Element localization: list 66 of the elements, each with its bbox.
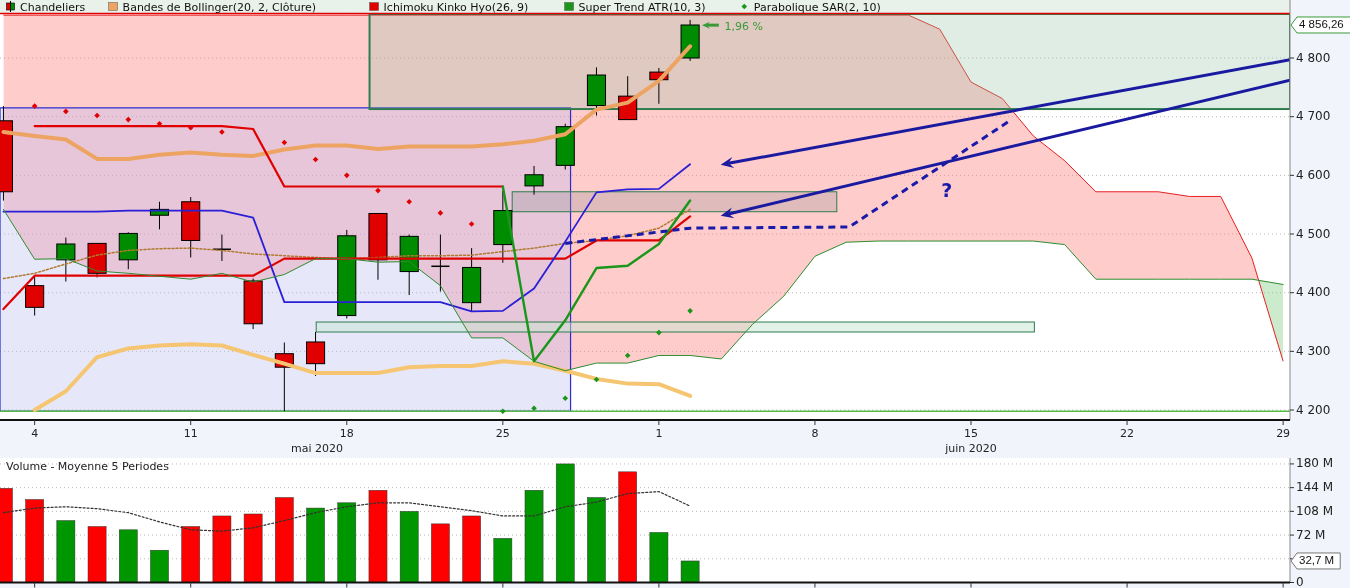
point: [94, 112, 100, 119]
bar: [118, 529, 138, 583]
point: [375, 187, 381, 194]
line-series: [32, 342, 693, 413]
point: [687, 308, 693, 314]
y-tick-label: 144 M: [1296, 480, 1334, 495]
legend-label: Super Trend ATR(10, 3): [578, 0, 706, 14]
text: mai 2020: [291, 442, 344, 455]
y-tick-label: 4 500: [1296, 226, 1331, 241]
bar: [680, 560, 700, 583]
y-tick-label: 72 M: [1296, 527, 1326, 542]
point: [562, 395, 569, 402]
candlestick: [430, 234, 451, 293]
bar: [150, 549, 169, 583]
line-series: [2, 208, 1284, 372]
x-tick-label: 15: [964, 427, 979, 440]
y-tick-label: 4 300: [1296, 343, 1331, 358]
text: juin 2020: [944, 442, 997, 455]
x-tick-label: 4: [31, 427, 39, 440]
y-tick-label: 108 M: [1296, 503, 1334, 518]
point: [31, 103, 38, 109]
x-tick-label: 11: [183, 427, 198, 440]
legend-label: Ichimoku Kinko Hyo(26, 9): [383, 0, 529, 14]
point: [343, 172, 350, 179]
legend-label: Parabolique SAR(2, 10): [753, 0, 881, 14]
x-tick-label: 25: [495, 427, 510, 440]
bar: [431, 523, 450, 583]
x-tick-label: 18: [339, 427, 354, 440]
y-tick-label: 4 800: [1296, 50, 1331, 65]
candlestick: [56, 237, 76, 283]
candlestick: [306, 331, 326, 377]
legend-label: Bandes de Bollinger(20, 2, Clôture): [122, 0, 317, 14]
x-tick-label: 22: [1120, 427, 1135, 440]
bar: [462, 515, 481, 583]
y-tick-label: 4 200: [1296, 402, 1331, 417]
bar: [56, 520, 76, 583]
x-tick-label: 1: [655, 427, 663, 440]
y-tick-label: 4 400: [1296, 285, 1331, 300]
x-tick-label: 29: [1276, 427, 1291, 440]
candlestick: [524, 165, 544, 196]
line-series: [2, 208, 691, 280]
line-series: [2, 215, 692, 311]
point: [468, 221, 475, 227]
text: 32,7 M: [1299, 553, 1335, 566]
point: [500, 408, 506, 414]
y-tick-label: 0: [1296, 575, 1304, 588]
bar: [399, 511, 419, 583]
y-tick-label: 180 M: [1296, 456, 1334, 471]
point: [656, 329, 662, 336]
text: 4 856,26: [1299, 18, 1344, 31]
annotation: ?: [941, 179, 953, 202]
chart-title: Volume - Moyenne 5 Periodes: [6, 460, 170, 473]
legend-label: Chandeliers: [20, 0, 86, 14]
bar: [87, 526, 107, 583]
point: [406, 198, 412, 205]
annotation: 1,96 %: [724, 20, 763, 34]
point: [63, 108, 69, 115]
line-series: [501, 185, 692, 363]
point: [624, 352, 631, 359]
y-tick-label: 4 600: [1296, 167, 1331, 182]
line-series: [2, 163, 691, 313]
y-tick-label: 4 700: [1296, 109, 1331, 124]
x-tick-label: 8: [811, 427, 819, 440]
point: [437, 210, 444, 216]
point: [531, 405, 537, 412]
point: [125, 116, 132, 123]
